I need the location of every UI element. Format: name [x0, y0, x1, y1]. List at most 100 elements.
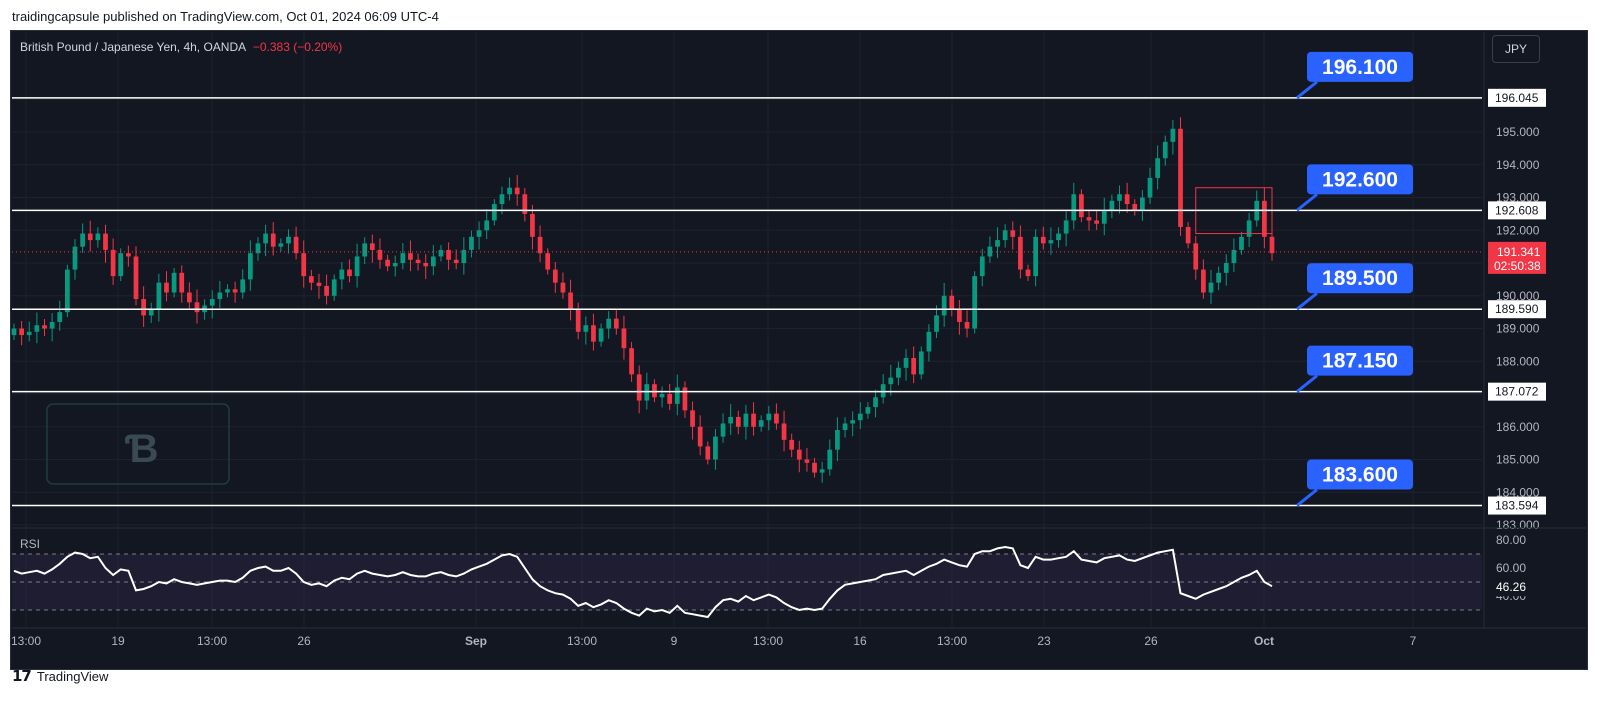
candle-body	[857, 413, 863, 421]
candle-body	[1185, 227, 1191, 244]
candle-body	[1124, 194, 1130, 205]
candle-body	[720, 423, 726, 437]
candle-body	[812, 462, 817, 473]
candle-body	[186, 292, 192, 303]
candle-body	[1178, 128, 1183, 228]
candle-body	[682, 387, 688, 411]
candle-body	[918, 351, 924, 375]
candle-body	[957, 308, 962, 322]
candle-body	[766, 413, 772, 421]
candle-body	[141, 299, 146, 316]
candle-body	[1071, 194, 1077, 221]
rsi-value-tag	[1488, 578, 1546, 597]
countdown-label: 02:50:38	[1494, 259, 1541, 273]
candle-body	[1246, 220, 1252, 237]
candle-body	[1002, 230, 1008, 241]
candle-body	[835, 430, 840, 450]
candle-body	[95, 233, 101, 241]
candle-body	[804, 459, 810, 463]
candle-body	[652, 384, 657, 398]
price-tick-label: 184.000	[1496, 485, 1540, 499]
level-price-tag	[1488, 201, 1546, 220]
price-tick-label: 186.000	[1496, 420, 1540, 434]
candle-body	[1201, 269, 1206, 293]
candle-body	[781, 423, 787, 440]
candle-body	[987, 246, 993, 257]
time-tick-label: 13:00	[197, 634, 227, 648]
rsi-value-label: 46.26	[1496, 580, 1526, 594]
candle-body	[499, 194, 505, 205]
candle-body	[545, 253, 551, 270]
callout-label: 189.500	[1322, 267, 1398, 290]
candle-body	[126, 253, 131, 257]
candle-body	[80, 233, 85, 247]
candle-body	[232, 289, 238, 293]
candle-body	[552, 269, 558, 283]
candle-body	[949, 295, 955, 309]
candle-body	[133, 256, 139, 300]
candle-body	[369, 243, 375, 250]
candle-body	[34, 325, 40, 332]
callout-box	[1307, 345, 1413, 376]
tradingview-footer[interactable]: 𝟭𝟳 TradingView	[12, 667, 108, 685]
candle-body	[171, 272, 177, 293]
candle-body	[362, 243, 368, 257]
candle-body	[972, 276, 978, 329]
candle-body	[103, 233, 108, 250]
candle-body	[1018, 236, 1023, 270]
candle-body	[598, 328, 604, 342]
time-tick-label: 13:00	[567, 634, 597, 648]
callout-label: 183.600	[1322, 464, 1398, 487]
candle-body	[507, 187, 512, 195]
price-tick-label: 192.000	[1496, 223, 1540, 237]
candle-body	[1109, 200, 1115, 211]
candle-body	[735, 416, 741, 427]
price-tick-label: 185.000	[1496, 453, 1540, 467]
candle-body	[1147, 177, 1153, 198]
candle-body	[964, 321, 970, 329]
candle-body	[842, 423, 848, 431]
candle-body	[537, 236, 543, 254]
level-price-tag	[1488, 382, 1546, 401]
candle-body	[255, 243, 261, 254]
level-price-tag	[1488, 300, 1546, 319]
callout-label: 196.100	[1322, 56, 1398, 79]
candle-body	[72, 246, 78, 270]
callout-pointer	[1296, 488, 1318, 507]
candle-body	[606, 318, 612, 329]
candle-body	[674, 387, 680, 404]
candle-body	[575, 308, 581, 332]
rsi-tick-label: 80.00	[1496, 533, 1526, 547]
level-price-label: 187.072	[1495, 385, 1539, 399]
price-tick-label: 183.000	[1496, 518, 1540, 532]
candle-body	[1040, 236, 1046, 244]
candle-body	[591, 325, 596, 342]
candle-body	[209, 299, 215, 306]
watermark-logo-icon	[46, 403, 230, 485]
candle-body	[1262, 200, 1267, 237]
currency-button[interactable]: JPY	[1492, 35, 1540, 63]
candle-body	[667, 394, 673, 404]
candle-body	[308, 276, 314, 283]
level-price-label: 189.590	[1495, 302, 1539, 316]
candle-body	[530, 213, 535, 237]
tradingview-logo-icon: 𝟭𝟳	[12, 668, 32, 685]
candle-body	[911, 357, 917, 375]
candle-body	[1048, 240, 1054, 244]
level-price-label: 192.608	[1495, 203, 1539, 217]
time-tick-label: 13:00	[11, 634, 41, 648]
candle-body	[850, 420, 856, 424]
level-price-label: 196.045	[1495, 91, 1539, 105]
level-price-label: 183.594	[1495, 499, 1539, 513]
candle-body	[392, 263, 398, 267]
callout-pointer	[1296, 292, 1318, 311]
last-price-tag	[1488, 241, 1546, 274]
candle-body	[728, 416, 734, 424]
price-tick-label: 190.000	[1496, 289, 1540, 303]
candle-body	[87, 233, 93, 241]
candle-body	[995, 240, 1000, 247]
rsi-line	[13, 545, 1273, 619]
candle-body	[636, 374, 642, 401]
candle-body	[469, 236, 474, 250]
